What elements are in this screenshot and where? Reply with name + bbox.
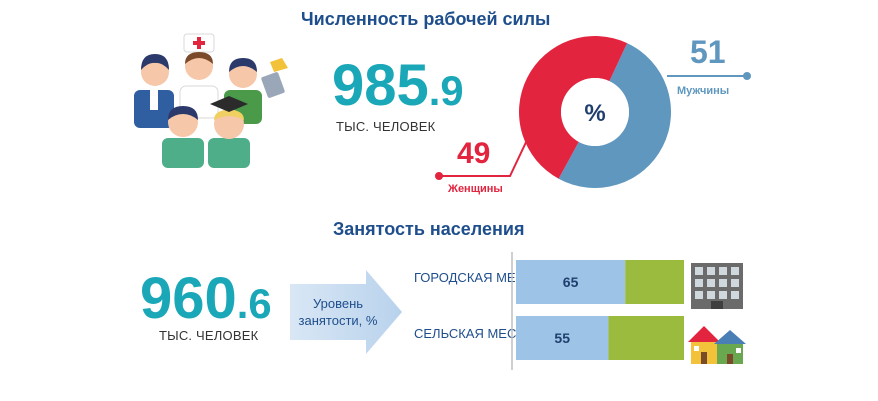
workforce-unit: ТЫС. ЧЕЛОВЕК [336, 119, 436, 134]
workforce-value-int: 985 [332, 53, 429, 118]
women-label: Женщины [448, 183, 503, 195]
donut-slice-1 [519, 36, 628, 179]
men-label: Мужчины [677, 85, 729, 97]
employment-value-dec: .6 [236, 280, 272, 327]
employment-unit: ТЫС. ЧЕЛОВЕК [159, 328, 259, 343]
workforce-value-dec: .9 [428, 67, 464, 114]
bar-value-label-1: 55 [554, 330, 570, 346]
arrow-label: Уровень занятости, % [298, 296, 378, 328]
bar-remainder-0 [625, 260, 684, 304]
employment-value: 960.6 [140, 270, 272, 328]
men-percent-value: 51 [690, 34, 726, 70]
employment-title: Занятость населения [333, 219, 525, 239]
donut-center-label: % [584, 100, 605, 127]
women-label-text: Женщины [448, 183, 503, 195]
group-of-people-icon [134, 33, 288, 168]
apartment-building-icon [691, 263, 743, 309]
men-label-text: Мужчины [677, 85, 730, 97]
urban-label: ГОРОДСКАЯ МЕСТНОСТЬ [414, 270, 578, 285]
bar-value-0 [516, 260, 626, 304]
men-leader-line [667, 72, 751, 80]
workforce-title: Численность рабочей силы [301, 9, 551, 29]
women-leader-line [435, 137, 529, 180]
arrow-shape [290, 270, 402, 354]
bar-remainder-1 [608, 316, 684, 360]
employment-value-int: 960 [140, 266, 237, 331]
employment-bar-chart: 65 55 [511, 252, 684, 370]
women-percent-value: 49 [457, 137, 491, 170]
donut-hole [561, 78, 629, 146]
bar-value-1 [516, 316, 609, 360]
rural-label: СЕЛЬСКАЯ МЕСТНОСТЬ [414, 326, 569, 341]
bar-value-label-0: 65 [563, 274, 579, 290]
donut-slice-0 [558, 43, 671, 189]
houses-icon [688, 326, 746, 364]
men-percent: 51 [690, 34, 726, 71]
women-percent: 49 [457, 137, 490, 171]
gender-donut-chart: % [519, 36, 671, 189]
workforce-value: 985.9 [332, 57, 464, 115]
